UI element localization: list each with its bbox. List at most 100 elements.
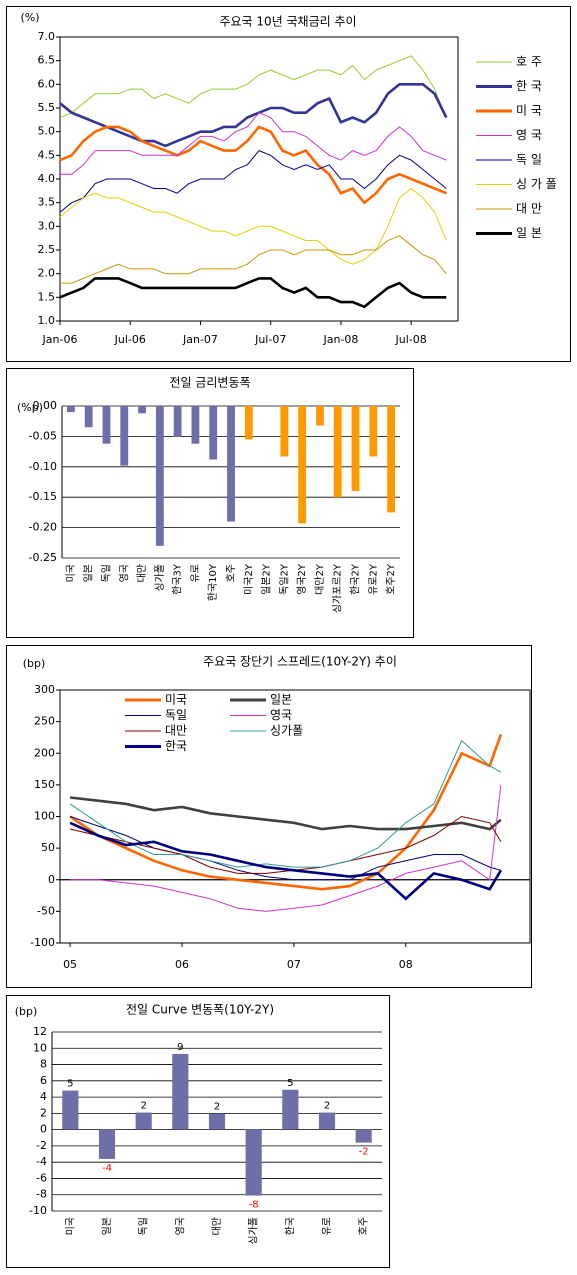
chart-frame (6, 995, 390, 1268)
x-tick-label: Jan-08 (322, 333, 358, 346)
legend-label: 일 본 (516, 226, 542, 240)
legend-label: 한국 (165, 739, 187, 753)
x-tick-label: 영국2Y (296, 563, 308, 595)
legend-label: 미국 (165, 693, 187, 707)
x-tick-label: 독일2Y (278, 563, 290, 595)
series-line (59, 149, 447, 213)
value-label: 2 (324, 1101, 330, 1112)
series-line (60, 112, 447, 175)
legend-label: 영국 (270, 708, 292, 722)
x-tick-label: 일본 (83, 564, 95, 582)
bar (120, 406, 129, 466)
series-line (70, 784, 502, 912)
chart-title: 전일 금리변동폭 (169, 376, 250, 390)
x-tick-label: 미국 (65, 564, 77, 582)
bar (351, 406, 360, 492)
y-tick-label: 4.5 (38, 148, 56, 161)
bar (135, 1112, 152, 1130)
x-tick-label: 유로 (321, 1217, 333, 1235)
legend-label: 미 국 (516, 104, 542, 118)
bar (191, 406, 200, 444)
y-tick-label: 5.0 (38, 125, 56, 138)
bar (369, 406, 378, 457)
legend-label: 한 국 (516, 79, 542, 93)
x-tick-label: 일본 (101, 1217, 113, 1235)
y-tick-label: 6.0 (38, 77, 56, 90)
bar (387, 406, 396, 513)
y-tick-label: 0 (40, 1123, 47, 1136)
x-tick-label: Jul-07 (254, 333, 286, 346)
y-tick-label: 300 (34, 683, 55, 696)
x-tick-label: 미국 (64, 1217, 76, 1235)
value-label: 9 (177, 1042, 183, 1053)
legend-label: 독일 (165, 708, 187, 722)
bar (98, 1129, 116, 1159)
y-tick-label: -4 (36, 1155, 47, 1168)
y-tick-label: -50 (37, 904, 55, 917)
series-line (59, 125, 447, 205)
y-tick-label: 12 (33, 1025, 47, 1038)
value-label: 2 (214, 1101, 220, 1112)
y-axis-label: (bp) (15, 1005, 38, 1018)
series-line (69, 733, 503, 891)
y-tick-label: 0 (48, 873, 55, 886)
legend-label: 호 주 (516, 55, 542, 69)
legend-label: 싱 가 폴 (516, 177, 557, 191)
y-tick-label: 2 (40, 1106, 47, 1119)
value-label: 2 (140, 1101, 146, 1112)
bar (280, 406, 289, 457)
x-tick-label: 싱가폴 (154, 564, 166, 592)
y-tick-label: 2.5 (38, 243, 56, 256)
chart-title: 전일 Curve 변동폭(10Y-2Y) (126, 1003, 274, 1017)
x-tick-label: Jul-06 (114, 333, 146, 346)
series-line (69, 796, 502, 831)
x-tick-label: 유로 (189, 564, 201, 582)
x-tick-label: Jan-07 (182, 333, 218, 346)
x-tick-label: 영국 (174, 1217, 186, 1235)
y-tick-label: 6.5 (38, 54, 56, 67)
legend-label: 일본 (270, 693, 292, 707)
bar (282, 1089, 299, 1130)
chart-title: 주요국 장단기 스프레드(10Y-2Y) 추이 (203, 655, 397, 669)
legend-label: 대만 (165, 724, 187, 738)
bar (333, 406, 342, 498)
y-tick-label: 1.5 (38, 290, 56, 303)
legend-label: 대 만 (516, 202, 542, 216)
x-tick-label: Jul-08 (395, 333, 427, 346)
y-tick-label: -6 (36, 1171, 47, 1184)
y-tick-label: -100 (30, 936, 55, 949)
y-tick-label: -10 (29, 1204, 47, 1217)
y-tick-label: 3.0 (38, 219, 56, 232)
series-line (59, 187, 447, 265)
x-tick-label: Jan-06 (42, 333, 78, 346)
value-label: 5 (287, 1078, 293, 1089)
legend-label: 영 국 (516, 128, 542, 142)
y-tick-label: -0.20 (29, 521, 57, 534)
legend-label: 싱가폴 (270, 724, 303, 738)
y-tick-label: 1.0 (38, 314, 56, 327)
y-tick-label: 6 (40, 1074, 47, 1087)
x-tick-label: 07 (287, 958, 301, 971)
bar (84, 406, 93, 428)
y-axis-label: (%p) (17, 401, 43, 414)
series-line (60, 235, 447, 284)
x-tick-label: 독일 (138, 1217, 150, 1235)
x-tick-label: 호주2Y (385, 563, 397, 595)
y-tick-label: -8 (36, 1188, 47, 1201)
bar (138, 406, 146, 414)
series-line (59, 277, 447, 309)
y-tick-label: -0.05 (29, 429, 57, 442)
x-tick-label: 한국3Y (172, 563, 184, 595)
y-tick-label: 0.00 (33, 399, 58, 412)
x-tick-label: 한국 (284, 1217, 296, 1235)
y-axis-label: (bp) (23, 657, 46, 670)
bar (173, 406, 182, 437)
x-tick-label: 대만 (136, 564, 148, 582)
bar (298, 406, 307, 524)
series-line (69, 739, 502, 868)
x-tick-label: 싱가포르2Y (332, 563, 344, 613)
bar (245, 1129, 262, 1196)
y-tick-label: 200 (34, 746, 55, 759)
x-tick-label: 08 (399, 958, 413, 971)
